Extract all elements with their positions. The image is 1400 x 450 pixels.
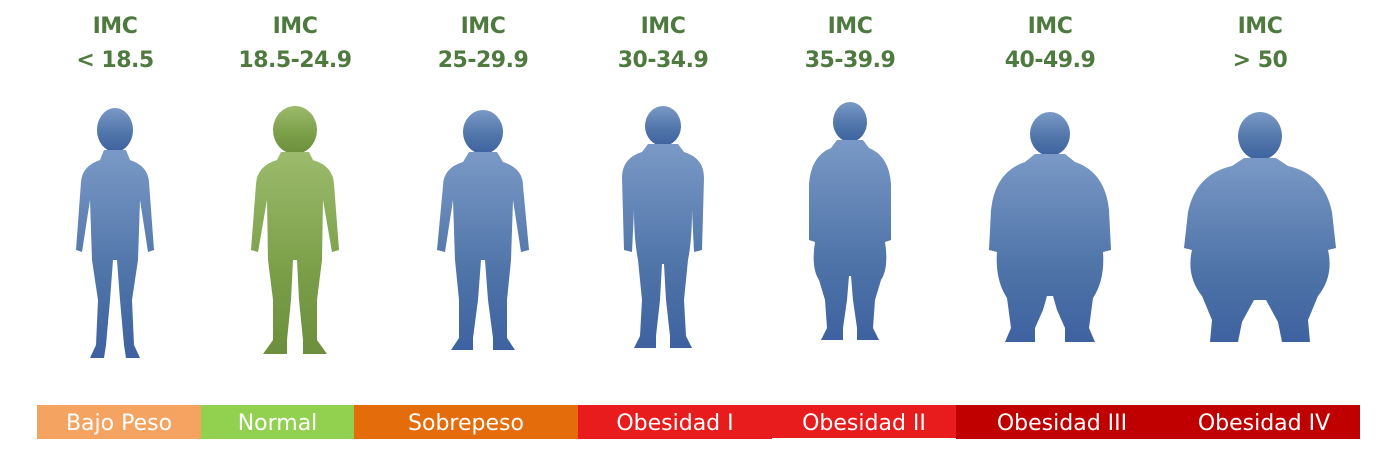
category-bar-normal: Normal bbox=[201, 405, 354, 439]
bmi-column-1: IMC < 18.5 bbox=[40, 0, 190, 370]
imc-title: IMC bbox=[1237, 14, 1283, 39]
underweight-figure-icon bbox=[60, 100, 170, 370]
bmi-range-label: IMC 18.5-24.9 bbox=[220, 10, 370, 78]
category-bar-obesidad-1: Obesidad I bbox=[578, 405, 772, 439]
bmi-column-3: IMC 25-29.9 bbox=[408, 0, 558, 370]
imc-title: IMC bbox=[827, 14, 873, 39]
bmi-column-5: IMC 35-39.9 bbox=[775, 0, 925, 370]
bmi-range-label: IMC 30-34.9 bbox=[588, 10, 738, 78]
imc-title: IMC bbox=[460, 14, 506, 39]
bmi-column-7: IMC > 50 bbox=[1180, 0, 1340, 370]
imc-range: 40-49.9 bbox=[1004, 48, 1096, 73]
imc-range: 30-34.9 bbox=[617, 48, 709, 73]
bmi-column-6: IMC 40-49.9 bbox=[975, 0, 1125, 370]
category-bar-obesidad-3: Obesidad III bbox=[956, 405, 1168, 439]
silhouette-icon bbox=[622, 106, 704, 348]
imc-range: 35-39.9 bbox=[804, 48, 896, 73]
category-bar-sobrepeso: Sobrepeso bbox=[354, 405, 578, 439]
bmi-column-2: IMC 18.5-24.9 bbox=[220, 0, 370, 370]
overweight-figure-icon bbox=[423, 100, 543, 360]
imc-title: IMC bbox=[640, 14, 686, 39]
normal-figure-icon bbox=[235, 100, 355, 370]
obesity-1-figure-icon bbox=[608, 100, 718, 360]
bmi-range-label: IMC 35-39.9 bbox=[775, 10, 925, 78]
category-bar-bajo-peso: Bajo Peso bbox=[37, 405, 201, 439]
imc-range: < 18.5 bbox=[76, 48, 154, 73]
silhouette-icon bbox=[1184, 112, 1336, 342]
silhouette-icon bbox=[989, 112, 1111, 342]
silhouette-icon bbox=[76, 108, 154, 358]
imc-range: > 50 bbox=[1232, 48, 1288, 73]
obesity-2-figure-icon bbox=[795, 100, 905, 350]
obesity-3-figure-icon bbox=[985, 100, 1115, 350]
imc-title: IMC bbox=[272, 14, 318, 39]
bmi-range-label: IMC > 50 bbox=[1180, 10, 1340, 78]
imc-range: 25-29.9 bbox=[437, 48, 529, 73]
silhouette-icon bbox=[251, 106, 339, 354]
imc-title: IMC bbox=[92, 14, 138, 39]
silhouette-icon bbox=[809, 102, 891, 340]
category-bar-obesidad-4: Obesidad IV bbox=[1168, 405, 1360, 439]
imc-title: IMC bbox=[1027, 14, 1073, 39]
imc-range: 18.5-24.9 bbox=[238, 48, 352, 73]
bmi-column-4: IMC 30-34.9 bbox=[588, 0, 738, 370]
obesity-4-figure-icon bbox=[1182, 100, 1338, 350]
category-bar-obesidad-2: Obesidad II bbox=[772, 405, 956, 438]
bmi-range-label: IMC 25-29.9 bbox=[408, 10, 558, 78]
silhouette-icon bbox=[437, 110, 529, 350]
bmi-range-label: IMC 40-49.9 bbox=[975, 10, 1125, 78]
bmi-range-label: IMC < 18.5 bbox=[40, 10, 190, 78]
